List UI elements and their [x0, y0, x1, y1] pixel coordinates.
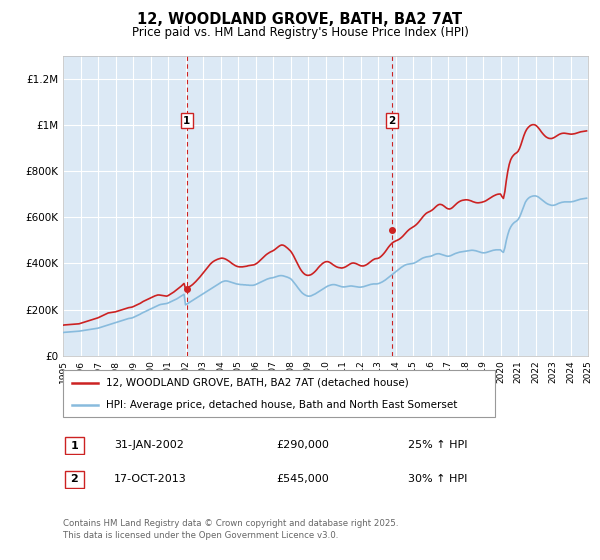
Text: £545,000: £545,000	[276, 474, 329, 484]
Text: 12, WOODLAND GROVE, BATH, BA2 7AT (detached house): 12, WOODLAND GROVE, BATH, BA2 7AT (detac…	[106, 378, 409, 388]
Text: 31-JAN-2002: 31-JAN-2002	[114, 440, 184, 450]
Text: HPI: Average price, detached house, Bath and North East Somerset: HPI: Average price, detached house, Bath…	[106, 400, 458, 410]
Text: 17-OCT-2013: 17-OCT-2013	[114, 474, 187, 484]
Text: 2: 2	[388, 115, 395, 125]
Text: 30% ↑ HPI: 30% ↑ HPI	[408, 474, 467, 484]
Text: Contains HM Land Registry data © Crown copyright and database right 2025.
This d: Contains HM Land Registry data © Crown c…	[63, 519, 398, 540]
Text: 2: 2	[71, 474, 78, 484]
Bar	[65, 437, 83, 454]
Bar	[65, 471, 83, 488]
Text: £290,000: £290,000	[276, 440, 329, 450]
Text: 25% ↑ HPI: 25% ↑ HPI	[408, 440, 467, 450]
Text: 1: 1	[183, 115, 191, 125]
Text: 12, WOODLAND GROVE, BATH, BA2 7AT: 12, WOODLAND GROVE, BATH, BA2 7AT	[137, 12, 463, 27]
Text: Price paid vs. HM Land Registry's House Price Index (HPI): Price paid vs. HM Land Registry's House …	[131, 26, 469, 39]
Text: 1: 1	[71, 441, 78, 451]
